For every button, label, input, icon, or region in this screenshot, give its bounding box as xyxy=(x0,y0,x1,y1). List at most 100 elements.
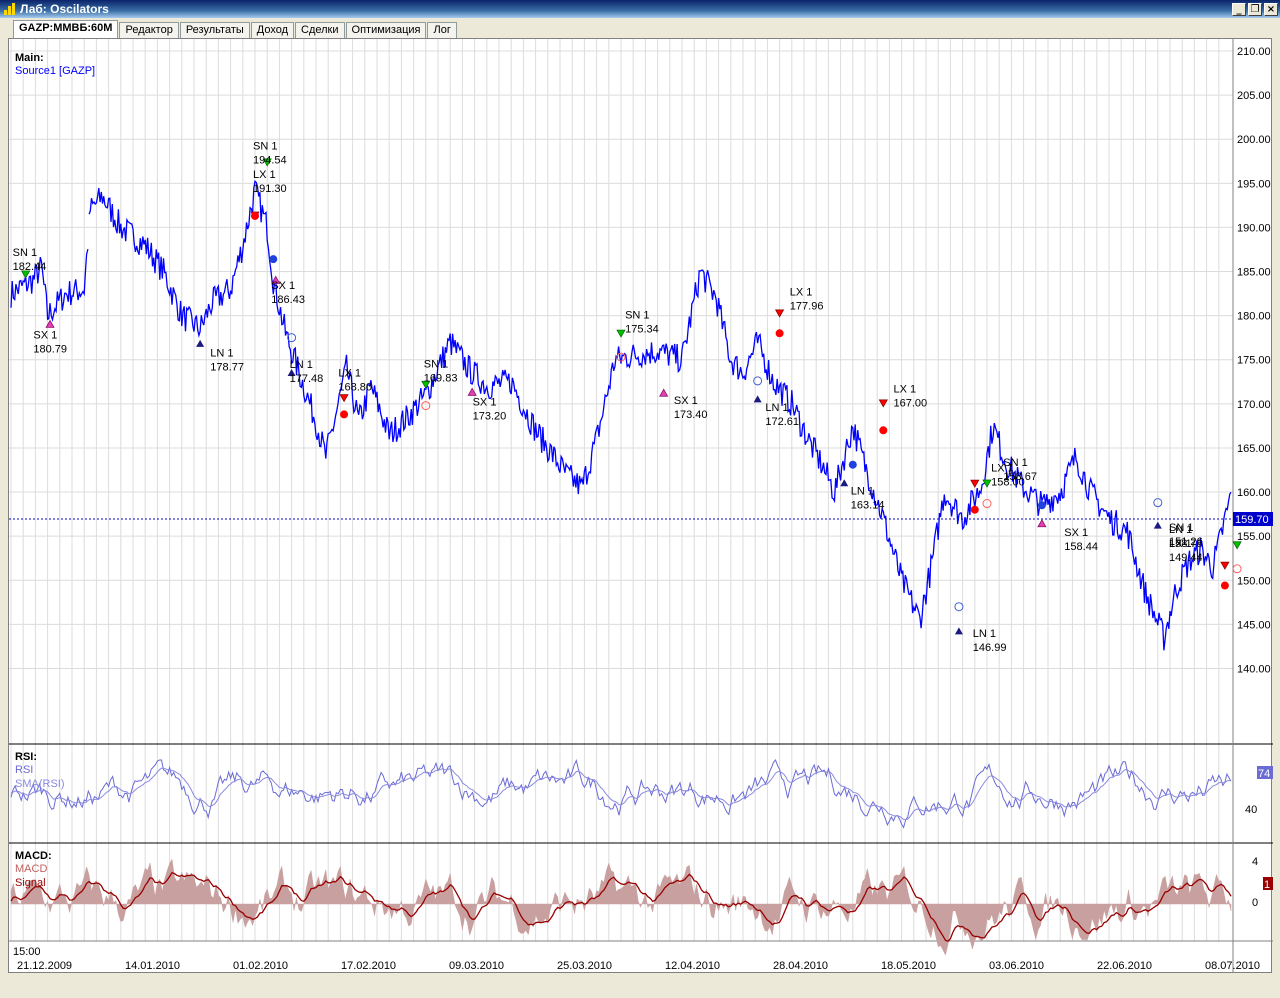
price-tick-label: 170.00 xyxy=(1237,399,1271,411)
macd-signal-series xyxy=(10,871,1232,942)
time-tick-label: 28.04.2010 xyxy=(773,960,828,972)
trade-label-type: SX 1 xyxy=(33,330,57,342)
trade-label-type: SX 1 xyxy=(271,280,295,292)
window-titlebar[interactable]: Лаб: Oscilators _ ❐ × xyxy=(0,0,1280,18)
rsi-sma-legend: SMA(RSI) xyxy=(15,778,65,790)
time-label: 15:00 xyxy=(13,946,41,958)
time-axis: 21.12.2009 14.01.2010 01.02.2010 17.02.2010… xyxy=(17,960,1260,972)
price-tick-label: 185.00 xyxy=(1237,267,1271,279)
price-tick-label: 180.00 xyxy=(1237,311,1271,323)
macd-histogram xyxy=(10,858,1232,956)
macd-tick-0: 0 xyxy=(1252,897,1258,909)
sell-arrow-icon xyxy=(1220,561,1230,570)
trade-label-type: SN 1 xyxy=(253,140,277,152)
app-chart-icon xyxy=(4,3,16,15)
price-tick-label: 210.00 xyxy=(1237,46,1271,58)
macd-tick-4: 4 xyxy=(1252,856,1258,868)
last-price-badge xyxy=(1233,512,1273,526)
trade-ring xyxy=(421,401,431,411)
main-source-legend: Source1 [GAZP] xyxy=(15,65,95,77)
tab-editor[interactable]: Редактор xyxy=(119,22,179,38)
trade-label-price: 168.80 xyxy=(338,381,372,393)
trade-label-type: LN 1 xyxy=(765,402,788,414)
trade-ring xyxy=(1232,564,1242,574)
buy-arrow-icon xyxy=(421,380,431,389)
price-tick-label: 195.00 xyxy=(1237,178,1271,190)
macd-value-badge xyxy=(1263,877,1273,890)
buy-arrow-icon xyxy=(616,329,626,338)
tab-bar: GAZP:ММВБ:60M Редактор Результаты Доход … xyxy=(0,20,1280,38)
trade-label-price: 186.43 xyxy=(271,294,305,306)
long-entry-arrow-icon xyxy=(954,627,963,635)
time-tick-label: 25.03.2010 xyxy=(557,960,612,972)
long-entry-arrow-icon xyxy=(287,368,296,376)
close-icon[interactable]: × xyxy=(1264,2,1278,16)
trade-label-type: SX 1 xyxy=(674,395,698,407)
rsi-last-value: 74 xyxy=(1258,768,1270,780)
rsi-value-badge xyxy=(1257,766,1273,779)
macd-legend: MACD xyxy=(15,863,47,875)
trade-entry-dot xyxy=(269,255,278,264)
trade-exit-dot xyxy=(775,329,784,338)
long-entry-arrow-icon xyxy=(196,339,205,347)
cover-arrow-icon xyxy=(271,275,281,284)
buy-arrow-icon xyxy=(982,479,992,488)
long-entry-arrow-icon xyxy=(1153,521,1162,529)
trade-label-type: LX 1 xyxy=(790,287,813,299)
tab-results[interactable]: Результаты xyxy=(179,22,250,38)
chart-area[interactable]: 210.00 205.00 200.00 195.00 190.00 185.00 180.… xyxy=(8,38,1273,974)
trade-label-type: SN 1 xyxy=(1003,457,1027,469)
restore-icon[interactable]: ❐ xyxy=(1248,2,1262,16)
trade-labels: SN 1 182.44 SX 1 180.79 LN 1 178.77 LX 1 191.30… xyxy=(13,140,1203,653)
trade-ring xyxy=(982,499,992,509)
trade-label-price: 158.44 xyxy=(1064,541,1098,553)
trade-ring xyxy=(287,333,297,343)
trade-label-type: SN 1 xyxy=(1169,522,1193,534)
trade-label-type: SX 1 xyxy=(473,397,497,409)
trade-label-price: 175.34 xyxy=(625,324,659,336)
trade-label-price: 167.00 xyxy=(894,397,928,409)
trade-label-price: 163.14 xyxy=(851,499,885,511)
trade-label-type: SX 1 xyxy=(1064,527,1088,539)
cover-arrow-icon xyxy=(467,387,477,396)
main-panel-title: Main: xyxy=(15,52,44,64)
time-tick-label: 01.02.2010 xyxy=(233,960,288,972)
trade-label-price: 172.61 xyxy=(765,416,799,428)
buy-arrow-icon xyxy=(21,270,31,279)
time-tick-label: 21.12.2009 xyxy=(17,960,72,972)
long-entry-arrow-icon xyxy=(840,479,849,487)
time-tick-label: 18.05.2010 xyxy=(881,960,936,972)
trade-label-price: 151.26 xyxy=(1169,536,1203,548)
sell-arrow-icon xyxy=(774,309,785,318)
price-tick-label: 175.00 xyxy=(1237,355,1271,367)
trade-exit-dot xyxy=(879,426,888,435)
price-tick-label: 145.00 xyxy=(1237,619,1271,631)
time-tick-label: 08.07.2010 xyxy=(1205,960,1260,972)
trade-markers xyxy=(21,158,1242,635)
price-tick-label: 205.00 xyxy=(1237,90,1271,102)
trade-entry-dot xyxy=(1037,501,1046,510)
tab-optimization[interactable]: Оптимизация xyxy=(345,22,427,38)
price-tick-label: 165.00 xyxy=(1237,443,1271,455)
trade-label-price: 146.99 xyxy=(973,642,1007,654)
chart-canvas[interactable]: 210.00 205.00 200.00 195.00 190.00 185.00 180.… xyxy=(9,39,1273,974)
tab-income[interactable]: Доход xyxy=(250,22,295,38)
tab-log[interactable]: Лог xyxy=(427,22,457,38)
trade-label-type: LX 1 xyxy=(1169,538,1192,550)
minimize-icon[interactable]: _ xyxy=(1232,2,1246,16)
rsi-sma-series xyxy=(10,767,1232,821)
tab-trades[interactable]: Сделки xyxy=(295,22,345,38)
last-price-value: 159.70 xyxy=(1235,514,1269,526)
signal-legend: Signal xyxy=(15,877,46,889)
trade-label-price: 191.30 xyxy=(253,183,287,195)
tab-chart[interactable]: GAZP:ММВБ:60M xyxy=(13,20,119,38)
trade-ring xyxy=(616,352,626,362)
trade-label-type: SN 1 xyxy=(424,358,448,370)
trade-label-price: 178.77 xyxy=(210,361,244,373)
buy-arrow-icon xyxy=(1232,541,1242,550)
price-tick-label: 140.00 xyxy=(1237,663,1271,675)
time-tick-label: 09.03.2010 xyxy=(449,960,504,972)
window-title: Лаб: Oscilators xyxy=(20,2,109,16)
trade-exit-dot xyxy=(251,211,259,220)
trade-exit-dot xyxy=(970,505,979,514)
